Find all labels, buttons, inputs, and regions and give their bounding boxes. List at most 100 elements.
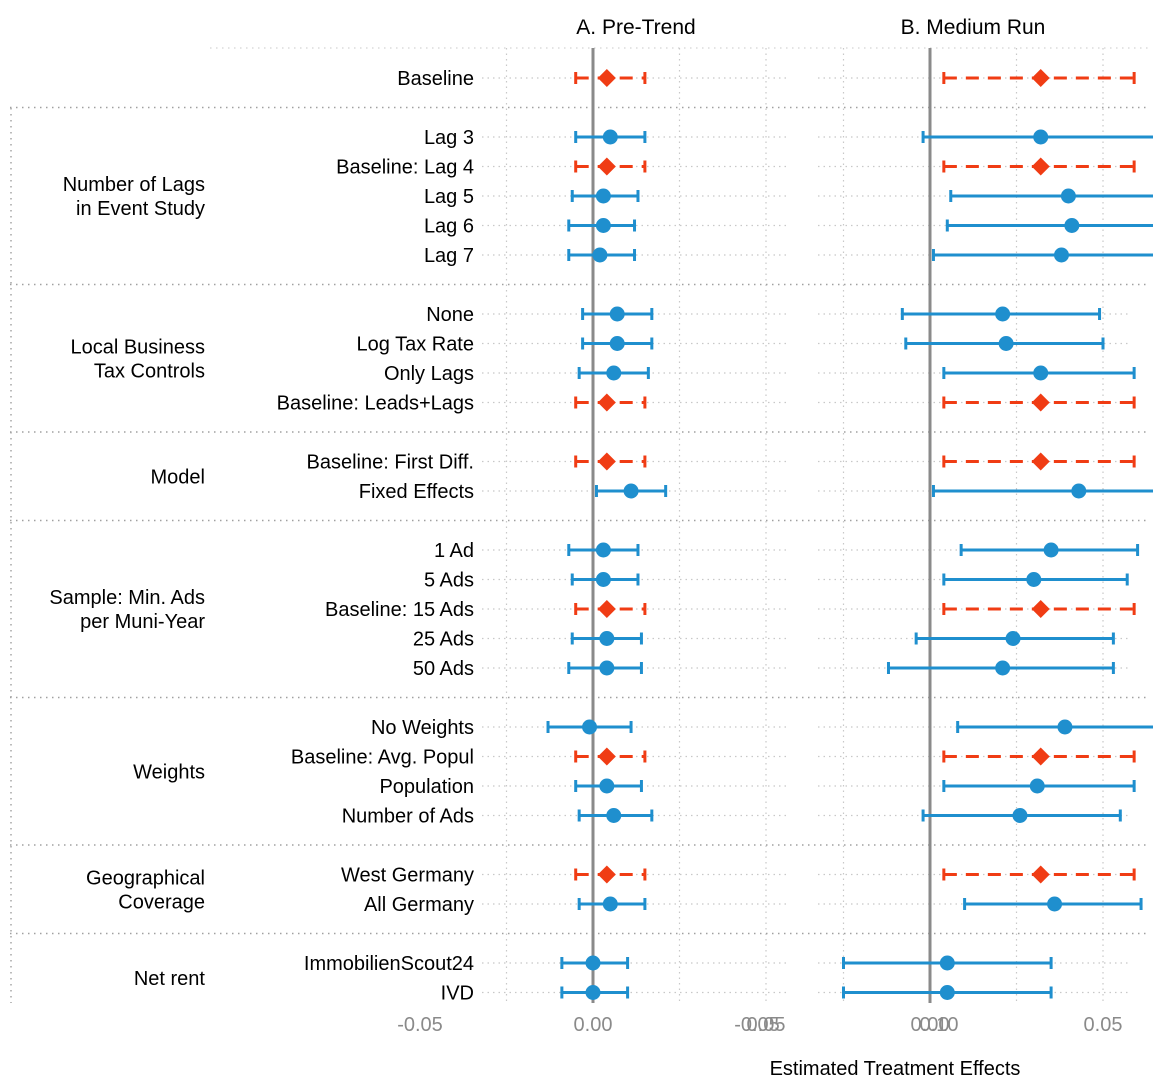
estimate-medium-run-2	[942, 157, 1136, 176]
point-estimate-dot	[995, 660, 1011, 676]
point-estimate-dot	[1026, 572, 1042, 587]
x-tick-label-medium-run: 0.05	[1084, 1014, 1123, 1036]
estimate-medium-run-0	[942, 69, 1136, 87]
row-label: Baseline: 15 Ads	[325, 599, 474, 621]
estimate-pre-trend-17	[546, 719, 633, 735]
estimate-pre-trend-24	[560, 985, 630, 1000]
estimate-medium-run-13	[942, 572, 1129, 587]
estimate-pre-trend-10	[574, 452, 647, 471]
point-estimate-dot	[595, 218, 611, 233]
group-label: Weights	[133, 761, 205, 783]
estimate-pre-trend-6	[581, 306, 654, 322]
estimate-medium-run-3	[949, 188, 1153, 204]
estimate-medium-run-14	[942, 600, 1136, 618]
x-axis-ticks: -0.050.000.050.10-0.050.000.050.10	[397, 1014, 1123, 1036]
row-label: 25 Ads	[413, 629, 474, 651]
panel-title-pre-trend: A. Pre-Trend	[576, 16, 695, 39]
estimate-medium-run-22	[963, 896, 1143, 912]
point-estimate-dot	[1060, 188, 1076, 204]
row-label: Baseline: First Diff.	[307, 452, 474, 474]
row-label: IVD	[441, 983, 474, 1005]
row-label: Baseline	[397, 68, 474, 90]
group-label: Coverage	[118, 891, 205, 913]
row-label: Baseline: Avg. Popul	[291, 747, 474, 769]
point-estimate-dot	[1047, 896, 1063, 912]
point-estimate-dot	[1033, 365, 1049, 381]
point-estimate-dot	[595, 188, 611, 204]
point-estimate-dot	[582, 719, 598, 735]
estimate-medium-run-5	[931, 247, 1153, 263]
estimate-pre-trend-19	[574, 778, 643, 794]
point-estimate-dot	[599, 660, 615, 676]
point-estimate-diamond	[1031, 865, 1050, 884]
row-label: Lag 6	[424, 216, 474, 238]
point-estimate-dot	[1033, 129, 1049, 145]
estimate-pre-trend-22	[577, 896, 647, 912]
row-label: No Weights	[371, 717, 474, 739]
row-label: Fixed Effects	[359, 481, 474, 503]
estimate-pre-trend-23	[560, 955, 630, 971]
row-label: Lag 7	[424, 245, 474, 267]
group-label: Tax Controls	[94, 360, 205, 382]
row-label: Population	[379, 776, 474, 798]
estimate-medium-run-8	[942, 365, 1136, 381]
point-estimate-dot	[599, 631, 615, 646]
estimate-marks	[546, 69, 1153, 1000]
x-tick-label-pre-trend: -0.05	[397, 1014, 443, 1036]
estimate-pre-trend-5	[567, 247, 637, 263]
x-tick-label-medium-run: -0.05	[734, 1014, 780, 1036]
row-label: Number of Ads	[342, 806, 474, 828]
estimate-medium-run-24	[842, 985, 1053, 1000]
group-label: Geographical	[86, 867, 205, 889]
point-estimate-dot	[606, 365, 622, 381]
estimate-pre-trend-9	[574, 393, 647, 412]
point-estimate-dot	[1071, 483, 1087, 499]
estimate-medium-run-20	[921, 808, 1122, 823]
estimate-pre-trend-0	[574, 69, 647, 87]
point-estimate-dot	[1053, 247, 1069, 263]
estimate-medium-run-16	[886, 660, 1115, 676]
estimate-pre-trend-15	[570, 631, 643, 646]
x-tick-label-pre-trend: 0.00	[574, 1014, 613, 1036]
point-estimate-diamond	[597, 452, 616, 471]
point-estimate-dot	[1043, 542, 1059, 558]
point-estimate-diamond	[597, 157, 616, 176]
group-label: Number of Lags	[63, 174, 205, 196]
panel-pre-trend: A. Pre-Trend	[576, 16, 695, 39]
estimate-medium-run-21	[942, 865, 1136, 884]
row-label: All Germany	[364, 894, 474, 916]
estimate-pre-trend-7	[581, 336, 654, 351]
estimate-medium-run-23	[842, 955, 1053, 971]
row-label: Baseline: Lag 4	[336, 157, 474, 179]
estimate-medium-run-12	[959, 542, 1140, 558]
estimate-medium-run-18	[942, 747, 1136, 766]
point-estimate-dot	[609, 336, 625, 351]
point-estimate-dot	[939, 955, 955, 971]
estimate-medium-run-15	[914, 631, 1115, 646]
estimate-medium-run-10	[942, 452, 1136, 471]
point-estimate-diamond	[1031, 393, 1050, 412]
point-estimate-dot	[602, 896, 618, 912]
panel-title-medium-run: B. Medium Run	[901, 16, 1046, 39]
x-tick-label-medium-run: 0.00	[911, 1014, 950, 1036]
estimate-medium-run-1	[921, 129, 1153, 145]
estimate-pre-trend-16	[567, 660, 643, 676]
estimate-pre-trend-13	[570, 572, 640, 587]
estimate-pre-trend-21	[574, 865, 647, 884]
point-estimate-dot	[585, 955, 601, 971]
group-label: per Muni-Year	[80, 611, 205, 633]
point-estimate-dot	[1029, 778, 1045, 794]
panel-medium-run: B. Medium Run	[901, 16, 1046, 39]
row-label: None	[426, 304, 474, 326]
point-estimate-diamond	[1031, 69, 1050, 87]
point-estimate-diamond	[597, 69, 616, 87]
estimate-medium-run-17	[956, 719, 1153, 735]
x-axis-title: Estimated Treatment Effects	[770, 1058, 1021, 1077]
point-estimate-diamond	[1031, 157, 1050, 176]
point-estimate-dot	[1057, 719, 1073, 735]
estimate-pre-trend-3	[570, 188, 640, 204]
point-estimate-diamond	[1031, 600, 1050, 618]
point-estimate-diamond	[597, 747, 616, 766]
point-estimate-dot	[599, 778, 615, 794]
